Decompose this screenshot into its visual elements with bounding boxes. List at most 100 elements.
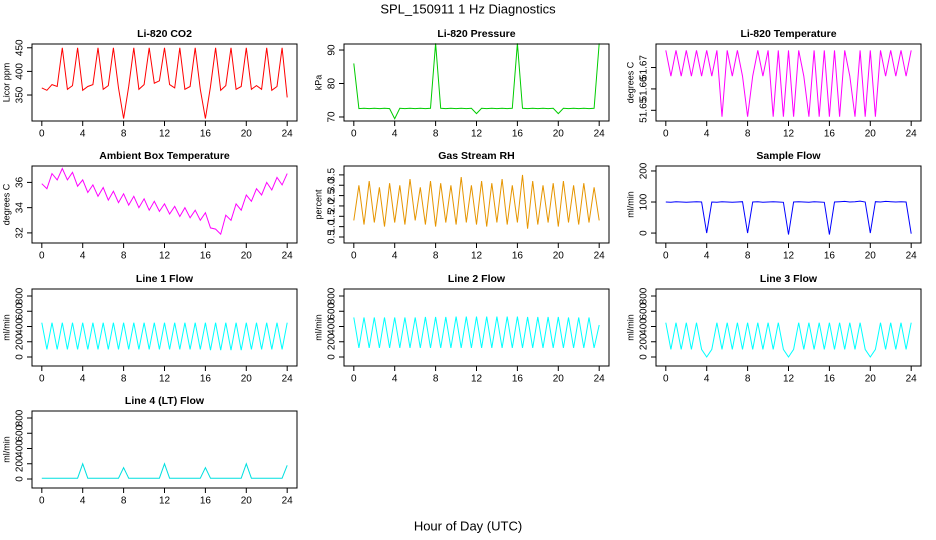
x-tick-label: 12 xyxy=(159,496,171,507)
y-tick-label: 600 xyxy=(639,302,650,319)
x-tick-label: 12 xyxy=(783,251,795,262)
x-tick-label: 24 xyxy=(282,129,294,140)
data-line xyxy=(41,167,288,236)
x-tick-label: 0 xyxy=(39,129,45,140)
panel-title: Li-820 Pressure xyxy=(437,28,515,40)
y-tick-label: 0.5 xyxy=(327,230,338,244)
y-tick-label: 80 xyxy=(327,78,338,90)
x-tick-label: 4 xyxy=(704,374,710,385)
x-tick-label: 12 xyxy=(159,129,171,140)
x-tick-label: 4 xyxy=(392,129,398,140)
y-tick-label: 1.0 xyxy=(327,219,338,233)
x-tick-label: 20 xyxy=(553,251,565,262)
x-tick-label: 24 xyxy=(594,129,606,140)
y-tick-label: 800 xyxy=(15,409,26,426)
x-tick-label: 8 xyxy=(121,496,127,507)
data-line xyxy=(41,462,288,479)
data-line xyxy=(353,174,600,229)
y-axis-label: percent xyxy=(313,189,323,220)
x-tick-label: 8 xyxy=(433,129,439,140)
y-tick-label: 2.0 xyxy=(327,199,338,213)
x-tick-label: 8 xyxy=(433,374,439,385)
x-tick-label: 16 xyxy=(200,251,212,262)
y-tick-label: 32 xyxy=(15,227,26,239)
x-tick-label: 24 xyxy=(282,496,294,507)
x-tick-label: 24 xyxy=(594,374,606,385)
x-tick-label: 12 xyxy=(159,374,171,385)
panel-title: Gas Stream RH xyxy=(438,150,514,162)
data-line xyxy=(41,47,288,119)
y-tick-label: 800 xyxy=(15,287,26,304)
x-tick-label: 0 xyxy=(663,374,669,385)
y-axis-label: ml/min xyxy=(313,314,323,341)
y-tick-label: 350 xyxy=(15,86,26,103)
panel-title: Ambient Box Temperature xyxy=(99,150,230,162)
panel-title: Li-820 CO2 xyxy=(137,28,192,40)
x-axis-label: Hour of Day (UTC) xyxy=(414,518,522,533)
x-tick-label: 20 xyxy=(865,374,877,385)
y-tick-label: 51.66 xyxy=(639,76,650,101)
x-tick-label: 8 xyxy=(745,374,751,385)
x-tick-label: 8 xyxy=(121,129,127,140)
x-tick-label: 24 xyxy=(906,374,918,385)
panel-title: Line 4 (LT) Flow xyxy=(125,395,205,407)
x-tick-label: 20 xyxy=(865,129,877,140)
y-tick-label: 800 xyxy=(327,287,338,304)
y-tick-label: 0 xyxy=(15,354,26,360)
x-tick-label: 24 xyxy=(906,129,918,140)
x-tick-label: 24 xyxy=(906,251,918,262)
data-line xyxy=(665,200,912,235)
x-tick-label: 8 xyxy=(433,251,439,262)
x-tick-label: 0 xyxy=(351,129,357,140)
y-tick-label: 34 xyxy=(15,202,26,214)
y-tick-label: 400 xyxy=(15,318,26,335)
x-tick-label: 20 xyxy=(241,129,253,140)
x-tick-label: 0 xyxy=(39,251,45,262)
x-tick-label: 4 xyxy=(80,374,86,385)
y-tick-label: 70 xyxy=(327,111,338,123)
x-tick-label: 4 xyxy=(80,129,86,140)
x-tick-label: 20 xyxy=(241,374,253,385)
x-tick-label: 20 xyxy=(241,496,253,507)
y-tick-label: 3.0 xyxy=(327,178,338,192)
x-tick-label: 12 xyxy=(471,129,483,140)
x-tick-label: 0 xyxy=(663,251,669,262)
y-tick-label: 100 xyxy=(639,193,650,210)
y-tick-label: 200 xyxy=(327,333,338,350)
plot-frame xyxy=(31,43,298,122)
x-tick-label: 4 xyxy=(392,251,398,262)
x-tick-label: 0 xyxy=(351,374,357,385)
panel-title: Line 2 Flow xyxy=(448,273,506,285)
y-tick-label: 36 xyxy=(15,176,26,188)
y-tick-label: 90 xyxy=(327,44,338,56)
panel-title: Line 1 Flow xyxy=(136,273,194,285)
data-line xyxy=(665,50,912,117)
x-tick-label: 8 xyxy=(121,374,127,385)
panel-title: Li-820 Temperature xyxy=(740,28,836,40)
plot-frame xyxy=(343,165,610,244)
y-tick-label: 400 xyxy=(15,63,26,80)
y-axis-label: Licor ppm xyxy=(1,63,11,103)
y-tick-label: 51.65 xyxy=(639,97,650,122)
data-line xyxy=(41,322,288,351)
y-axis-label: degrees C xyxy=(1,183,11,225)
x-tick-label: 16 xyxy=(512,374,524,385)
x-tick-label: 8 xyxy=(121,251,127,262)
plot-frame xyxy=(343,288,610,367)
x-tick-label: 4 xyxy=(704,251,710,262)
x-tick-label: 4 xyxy=(392,374,398,385)
x-tick-label: 4 xyxy=(704,129,710,140)
x-tick-label: 20 xyxy=(241,251,253,262)
y-tick-label: 0 xyxy=(639,230,650,236)
x-tick-label: 0 xyxy=(351,251,357,262)
y-tick-label: 0 xyxy=(639,354,650,360)
y-tick-label: 400 xyxy=(639,318,650,335)
data-line xyxy=(353,43,600,120)
x-tick-label: 0 xyxy=(663,129,669,140)
y-tick-label: 0 xyxy=(15,476,26,482)
x-tick-label: 24 xyxy=(594,251,606,262)
y-tick-label: 2.5 xyxy=(327,188,338,202)
y-tick-label: 200 xyxy=(15,333,26,350)
y-tick-label: 51.67 xyxy=(639,55,650,80)
y-tick-label: 3.5 xyxy=(327,168,338,182)
